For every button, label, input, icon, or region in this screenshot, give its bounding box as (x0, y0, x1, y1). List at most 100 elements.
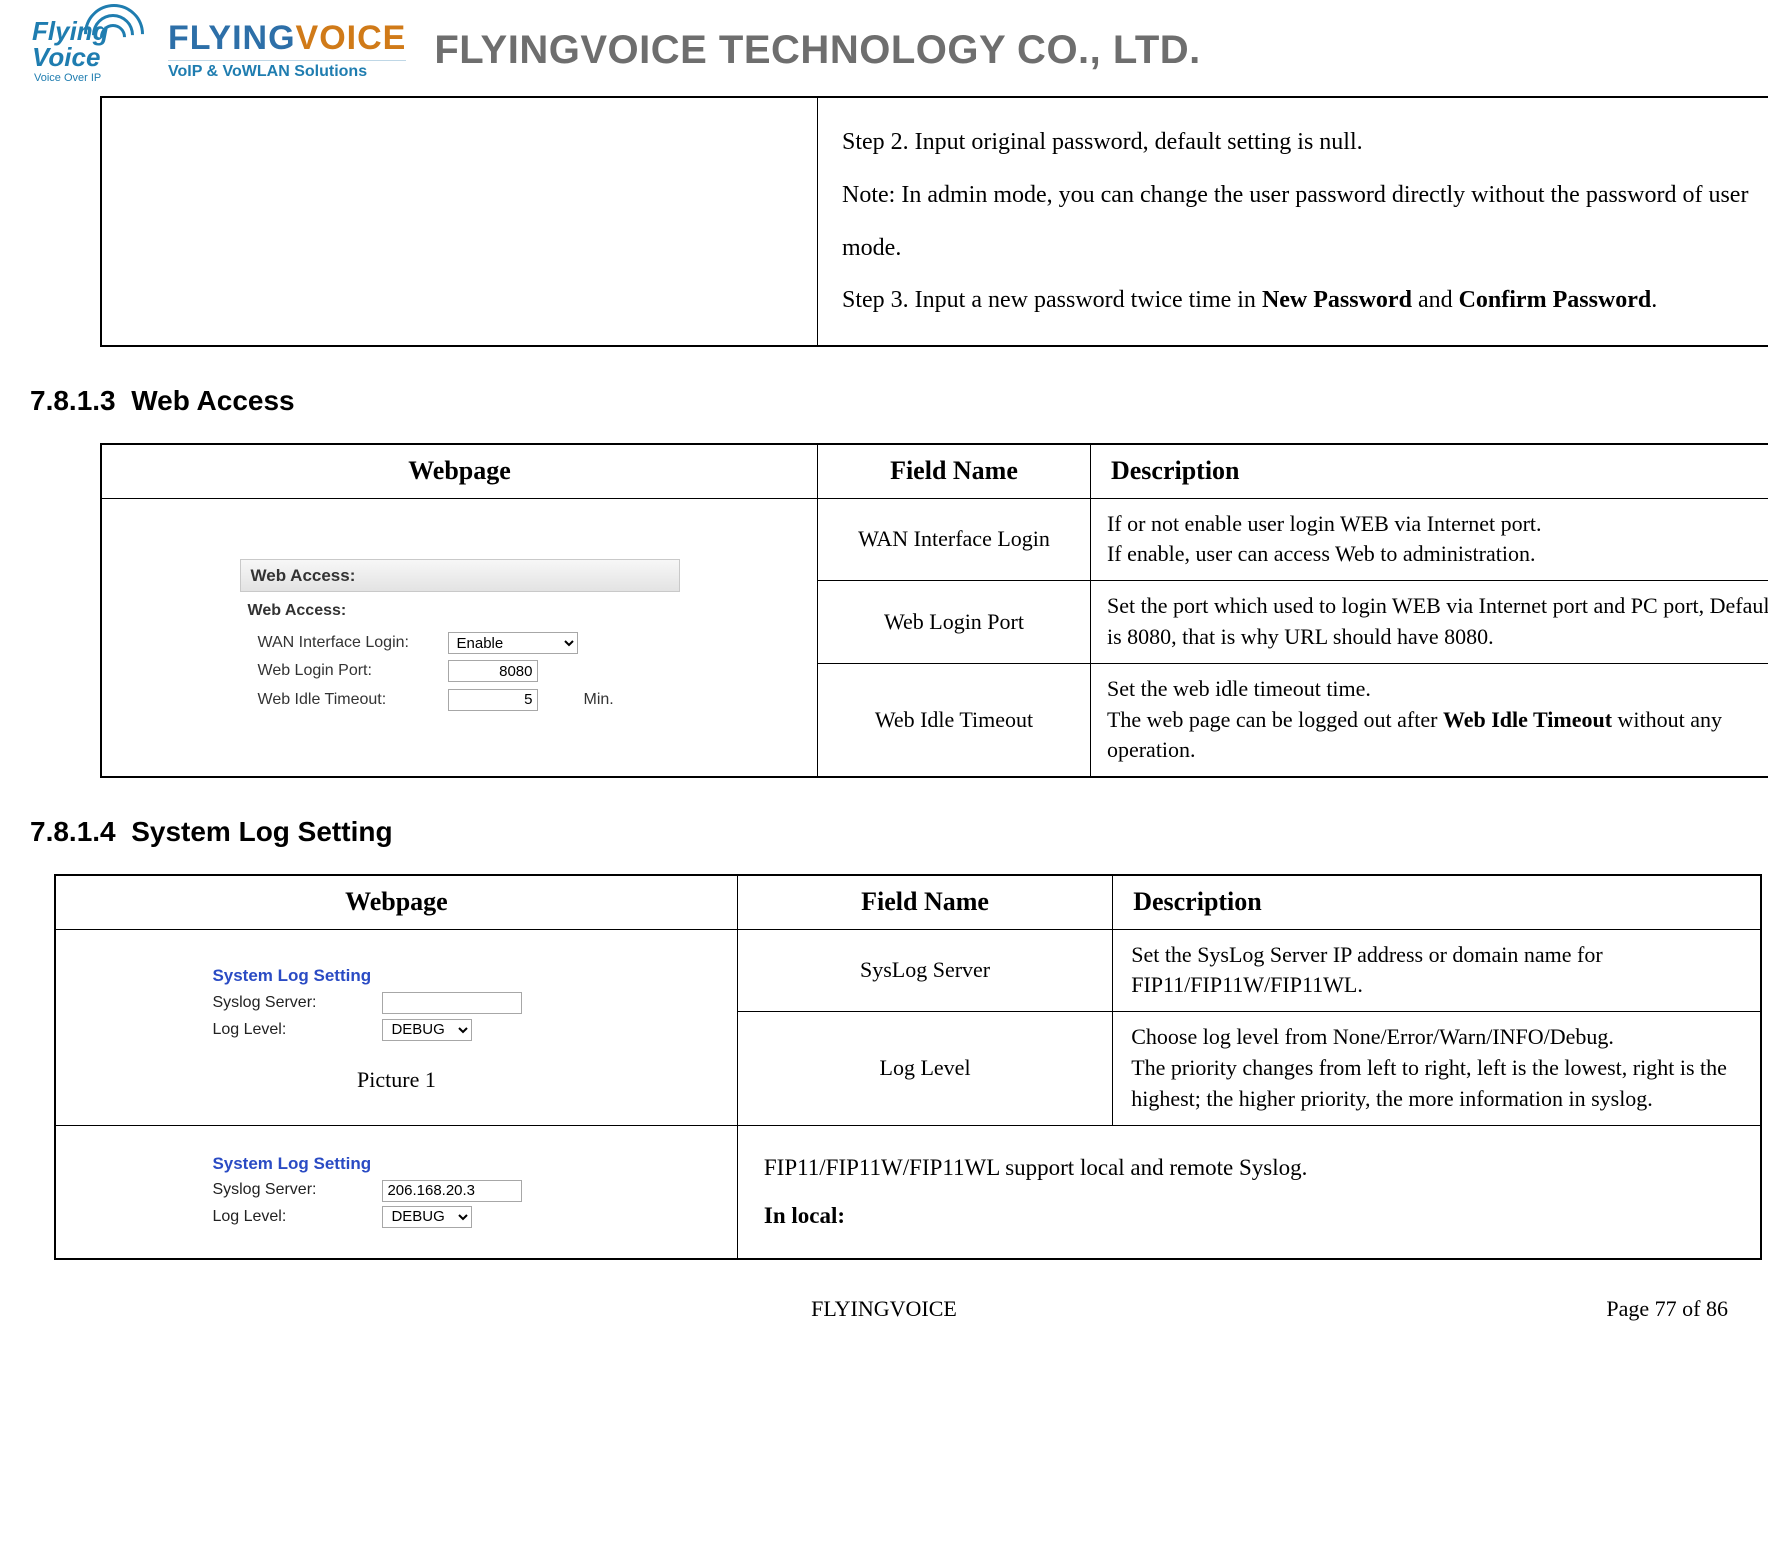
field-name-cell: Web Login Port (818, 581, 1091, 664)
log-level-select[interactable]: DEBUG (382, 1019, 472, 1041)
continuation-empty-cell (101, 97, 818, 346)
webpage-cell: Web Access: Web Access: WAN Interface Lo… (101, 498, 818, 777)
description-cell: Choose log level from None/Error/Warn/IN… (1113, 1012, 1761, 1125)
web-access-screenshot: Web Access: Web Access: WAN Interface Lo… (240, 559, 680, 716)
section-number: 7.8.1.3 (30, 385, 116, 416)
mockup-row: Log Level: DEBUG (212, 1204, 580, 1230)
wordmark-voice: VOICE (296, 19, 407, 57)
wan-interface-login-select[interactable]: Enable (448, 632, 578, 654)
section-heading-web-access: 7.8.1.3 Web Access (30, 385, 1738, 417)
continuation-table: Step 2. Input original password, default… (100, 96, 1768, 347)
mockup-row: Web Idle Timeout: Min. (248, 686, 676, 714)
notes-in-local: In local: (764, 1192, 1734, 1240)
web-access-table: Webpage Field Name Description Web Acces… (100, 443, 1768, 778)
step3-confirm-password: Confirm Password (1459, 287, 1652, 313)
footer-total-pages: 86 (1706, 1296, 1728, 1321)
step3-suffix: . (1651, 287, 1657, 313)
page-content: Step 2. Input original password, default… (30, 96, 1738, 1322)
th-field-name: Field Name (737, 875, 1112, 929)
footer-current-page: 77 (1655, 1296, 1677, 1321)
logo-sub-voip: Voice Over IP (34, 72, 101, 84)
continuation-text-cell: Step 2. Input original password, default… (818, 97, 1768, 346)
table-header-row: Webpage Field Name Description (55, 875, 1761, 929)
syslog-server-input[interactable] (382, 1180, 522, 1202)
web-login-port-label: Web Login Port: (258, 660, 448, 682)
mockup-title: System Log Setting (212, 964, 580, 988)
log-level-label: Log Level: (212, 1206, 382, 1228)
document-page: Flying Voice Voice Over IP FLYINGVOICE V… (0, 0, 1768, 1342)
field-name-cell: Web Idle Timeout (818, 663, 1091, 777)
unit-min: Min. (578, 689, 628, 711)
mockup-row: WAN Interface Login: Enable (248, 629, 676, 657)
mockup-row: Log Level: DEBUG (212, 1017, 580, 1043)
section-heading-system-log: 7.8.1.4 System Log Setting (30, 816, 1738, 848)
desc-bold: Web Idle Timeout (1443, 707, 1612, 732)
description-cell: If or not enable user login WEB via Inte… (1090, 498, 1768, 581)
mockup-title: System Log Setting (212, 1152, 580, 1176)
syslog-server-input[interactable] (382, 992, 522, 1014)
desc-prefix: Set the web idle timeout time. The web p… (1107, 676, 1443, 732)
section-number: 7.8.1.4 (30, 816, 116, 847)
table-row: System Log Setting Syslog Server: Log Le… (55, 1125, 1761, 1259)
table-row: System Log Setting Syslog Server: Log Le… (55, 929, 1761, 1012)
desc-text: If or not enable user login WEB via Inte… (1107, 511, 1542, 567)
page-footer: FLYINGVOICE Page 77 of 86 (30, 1296, 1738, 1322)
mockup-header-bar: Web Access: (240, 559, 680, 593)
web-idle-timeout-input[interactable] (448, 689, 538, 711)
wordmark-main: FLYINGVOICE (168, 19, 406, 58)
th-description: Description (1113, 875, 1761, 929)
system-log-screenshot-2: System Log Setting Syslog Server: Log Le… (206, 1148, 586, 1235)
section-title: System Log Setting (131, 816, 392, 847)
step3-text: Step 3. Input a new password twice time … (842, 274, 1768, 327)
section-title: Web Access (131, 385, 294, 416)
system-log-screenshot-1: System Log Setting Syslog Server: Log Le… (206, 960, 586, 1047)
logo-badge: Flying Voice Voice Over IP (30, 10, 150, 90)
wordmark-sub: VoIP & VoWLAN Solutions (168, 60, 406, 81)
company-title: FLYINGVOICE TECHNOLOGY CO., LTD. (434, 28, 1200, 73)
desc-text: Set the port which used to login WEB via… (1107, 593, 1768, 649)
notes-cell: FIP11/FIP11W/FIP11WL support local and r… (737, 1125, 1761, 1259)
syslog-server-label: Syslog Server: (212, 1179, 382, 1201)
table-row: Web Access: Web Access: WAN Interface Lo… (101, 498, 1768, 581)
mockup-row: Web Login Port: (248, 657, 676, 685)
logo-text-voice: Voice (32, 42, 100, 73)
th-field-name: Field Name (818, 444, 1091, 498)
picture-1-caption: Picture 1 (70, 1065, 723, 1096)
footer-page-number: Page 77 of 86 (1606, 1296, 1728, 1322)
logo-wordmark: FLYINGVOICE VoIP & VoWLAN Solutions (168, 19, 406, 81)
th-webpage: Webpage (55, 875, 737, 929)
web-login-port-input[interactable] (448, 660, 538, 682)
mockup-row: Syslog Server: (212, 990, 580, 1016)
note-text: Note: In admin mode, you can change the … (842, 169, 1768, 275)
step3-mid: and (1412, 287, 1459, 313)
field-name-cell: Log Level (737, 1012, 1112, 1125)
th-description: Description (1090, 444, 1768, 498)
desc-text: Choose log level from None/Error/Warn/IN… (1131, 1024, 1727, 1111)
system-log-table: Webpage Field Name Description System Lo… (54, 874, 1762, 1260)
wan-interface-login-label: WAN Interface Login: (258, 632, 448, 654)
log-level-select[interactable]: DEBUG (382, 1206, 472, 1228)
field-name-cell: WAN Interface Login (818, 498, 1091, 581)
step3-new-password: New Password (1262, 287, 1412, 313)
footer-page-prefix: Page (1606, 1296, 1654, 1321)
notes-line1: FIP11/FIP11W/FIP11WL support local and r… (764, 1144, 1734, 1192)
webpage-cell: System Log Setting Syslog Server: Log Le… (55, 1125, 737, 1259)
desc-text: Set the SysLog Server IP address or doma… (1131, 942, 1602, 998)
syslog-server-label: Syslog Server: (212, 992, 382, 1014)
mockup-row: Syslog Server: (212, 1177, 580, 1203)
footer-center: FLYINGVOICE (811, 1296, 957, 1322)
step3-prefix: Step 3. Input a new password twice time … (842, 287, 1262, 313)
step2-text: Step 2. Input original password, default… (842, 116, 1768, 169)
description-cell: Set the port which used to login WEB via… (1090, 581, 1768, 664)
description-cell: Set the SysLog Server IP address or doma… (1113, 929, 1761, 1012)
webpage-cell: System Log Setting Syslog Server: Log Le… (55, 929, 737, 1125)
table-header-row: Webpage Field Name Description (101, 444, 1768, 498)
page-header-logos: Flying Voice Voice Over IP FLYINGVOICE V… (30, 10, 1738, 90)
log-level-label: Log Level: (212, 1019, 382, 1041)
wordmark-flying: FLYING (168, 19, 296, 57)
mockup-subheader: Web Access: (248, 600, 676, 622)
description-cell: Set the web idle timeout time. The web p… (1090, 663, 1768, 777)
th-webpage: Webpage (101, 444, 818, 498)
footer-of: of (1677, 1296, 1706, 1321)
mockup-body: Web Access: WAN Interface Login: Enable … (240, 592, 680, 716)
